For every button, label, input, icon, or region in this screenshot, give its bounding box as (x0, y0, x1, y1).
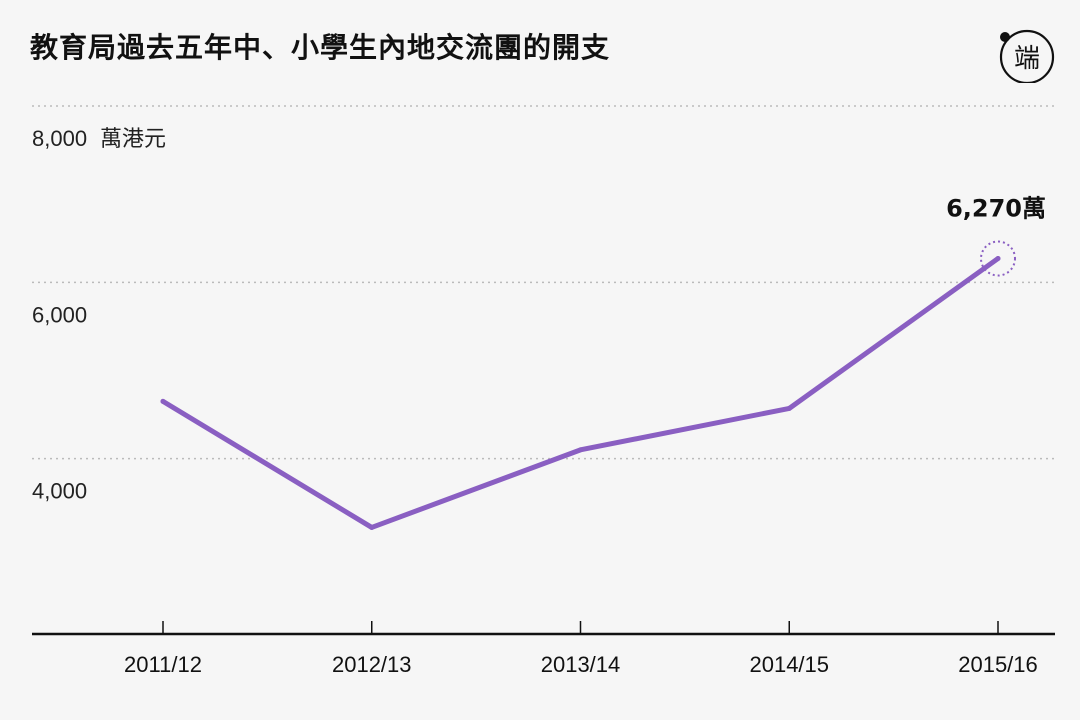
x-axis (32, 621, 1055, 636)
x-tick-label: 2014/15 (749, 652, 829, 677)
y-tick-label: 4,000 (32, 479, 87, 504)
data-point (578, 447, 583, 453)
series-line (160, 256, 1001, 530)
grid-layer (32, 105, 1055, 460)
y-tick-label: 8,000 (32, 126, 87, 151)
x-tick-label: 2015/16 (958, 652, 1038, 677)
data-point (995, 256, 1001, 262)
highlight-ring (980, 240, 1016, 277)
logo-text: 端 (1014, 44, 1040, 74)
series-layer (160, 240, 1016, 530)
x-tick-label: 2013/14 (541, 652, 621, 677)
initium-logo-icon: 端 (997, 25, 1057, 85)
x-tick-label: 2012/13 (332, 652, 412, 677)
y-tick-label: 6,000 (32, 302, 87, 327)
data-point (369, 524, 375, 530)
y-unit-label: 萬港元 (100, 127, 166, 152)
data-point (786, 405, 792, 411)
data-point (160, 398, 166, 404)
chart-title: 教育局過去五年中、小學生內地交流團的開支 (30, 31, 611, 64)
label-layer: 8,000 萬港元 6,000 4,000 2011/12 2012/13 2013/14 2… (32, 126, 1046, 677)
value-annotation: 6,270萬 (946, 195, 1046, 223)
x-tick-label: 2011/12 (124, 652, 202, 677)
